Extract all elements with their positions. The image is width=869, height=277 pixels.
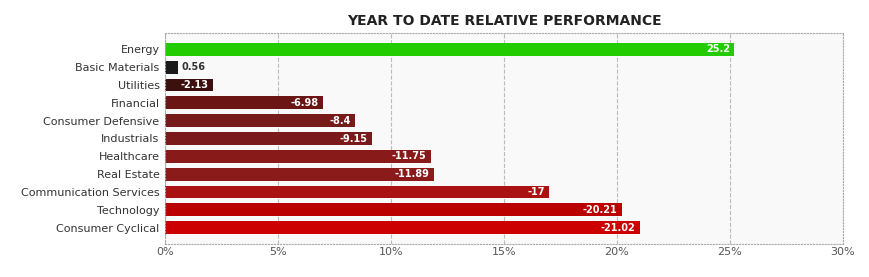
Text: -20.21: -20.21	[582, 205, 617, 215]
Text: -9.15: -9.15	[339, 134, 368, 143]
Text: -11.75: -11.75	[391, 151, 426, 161]
Text: -17: -17	[527, 187, 545, 197]
Bar	[165, 168, 434, 181]
Bar	[165, 204, 621, 216]
Text: 0.56: 0.56	[181, 62, 205, 72]
Text: -21.02: -21.02	[600, 223, 635, 233]
Title: YEAR TO DATE RELATIVE PERFORMANCE: YEAR TO DATE RELATIVE PERFORMANCE	[347, 14, 661, 28]
Text: -11.89: -11.89	[395, 169, 429, 179]
Text: -8.4: -8.4	[329, 116, 350, 126]
Bar	[165, 132, 372, 145]
Bar	[165, 186, 549, 199]
Text: 25.2: 25.2	[706, 44, 730, 54]
Bar	[165, 61, 178, 73]
Text: -6.98: -6.98	[290, 98, 318, 108]
Bar	[165, 43, 734, 56]
Bar	[165, 221, 640, 234]
Bar	[165, 150, 431, 163]
Text: -2.13: -2.13	[181, 80, 209, 90]
Bar	[165, 96, 322, 109]
Bar	[165, 114, 355, 127]
Bar	[165, 78, 213, 91]
